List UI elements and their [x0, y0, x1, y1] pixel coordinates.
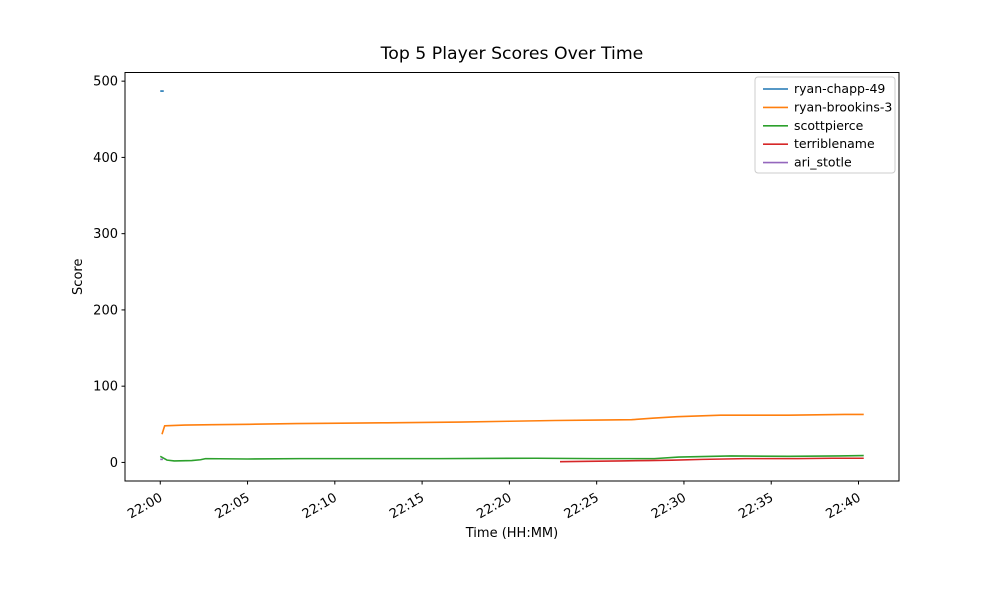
y-tick-label: 500: [93, 75, 118, 90]
y-tick-label: 400: [93, 151, 118, 166]
plot-border: [124, 72, 900, 482]
legend-label: ari_stotle: [794, 155, 852, 170]
x-tick-label: 22:05: [213, 490, 253, 522]
y-tick-label: 200: [93, 303, 118, 318]
x-tick-label: 22:35: [736, 490, 776, 522]
legend-box: [754, 76, 896, 174]
series-line-scottpierce: [159, 454, 864, 462]
x-tick-label: 22:00: [125, 490, 165, 522]
x-tick-label: 22:20: [474, 490, 514, 522]
legend-entry-terriblename: terriblename: [763, 136, 875, 151]
legend-label: scottpierce: [794, 118, 864, 133]
legend-entry-ari_stotle: ari_stotle: [763, 155, 852, 170]
y-tick-label: 300: [93, 227, 118, 242]
legend-entry-ryan-chapp-49: ryan-chapp-49: [763, 81, 885, 96]
x-tick-label: 22:30: [649, 490, 689, 522]
legend: ryan-chapp-49 ryan-brookins-3 scottpierce t…: [754, 76, 896, 174]
series-line-terriblename: [559, 457, 864, 463]
series-line-ryan-brookins-3: [161, 413, 864, 435]
legend-label: terriblename: [794, 136, 875, 151]
x-tick-label: 22:10: [300, 490, 340, 522]
y-tick-label: 100: [93, 380, 118, 395]
legend-entry-ryan-brookins-3: ryan-brookins-3: [763, 99, 892, 114]
legend-label: ryan-chapp-49: [794, 81, 885, 96]
x-tick-label: 22:15: [387, 490, 427, 522]
legend-label: ryan-brookins-3: [794, 99, 892, 114]
legend-entry-scottpierce: scottpierce: [763, 118, 864, 133]
y-axis-label: Score: [71, 259, 86, 295]
chart-title: Top 5 Player Scores Over Time: [380, 44, 644, 64]
x-tick-label: 22:25: [562, 490, 602, 522]
y-tick-label: 0: [110, 456, 118, 471]
x-axis-label: Time (HH:MM): [465, 526, 558, 541]
x-tick-label: 22:40: [824, 490, 864, 522]
